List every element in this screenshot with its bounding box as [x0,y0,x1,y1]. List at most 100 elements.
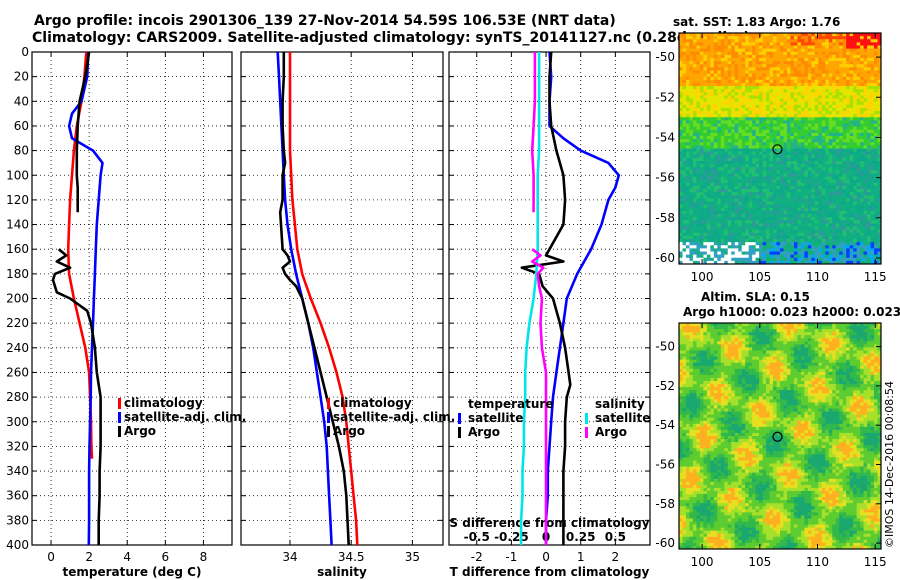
map-cell [762,220,767,224]
map-cell [818,136,823,140]
map-cell [710,48,715,53]
map-cell [734,104,739,109]
map-cell [807,157,812,162]
map-cell [863,61,868,65]
map-cell [825,201,830,206]
map-cell [853,242,858,246]
map-cell [755,160,760,165]
map-cell [696,39,701,43]
map-cell [800,48,805,53]
map-cell [713,132,718,137]
map-cell [745,136,750,140]
map-cell [804,107,809,112]
map-cell [724,192,729,196]
map-cell [766,33,770,37]
map-cell [863,126,868,131]
map-cell [797,248,802,252]
map-cell [825,235,830,240]
map-cell [860,76,864,81]
map-cell [741,39,746,43]
map-cell [717,114,722,118]
map-cell [807,160,812,165]
map-cell [856,245,861,249]
map-cell [783,51,788,56]
map-cell [800,70,805,74]
map-cell [699,57,704,62]
map-cell [699,92,704,96]
map-cell [867,98,871,103]
map-cell [821,48,826,53]
map-cell [710,254,715,259]
map-cell [748,151,753,156]
map-cell [807,70,812,74]
map-cell [682,36,687,40]
map-cell [734,142,739,146]
map-cell [783,195,788,199]
map-cell [814,201,819,206]
map-cell [842,142,847,146]
map-cell [769,207,774,212]
map-cell [811,204,816,209]
map-cell [738,64,743,68]
map-cell [734,210,739,215]
map-cell [776,251,781,256]
map-cell [793,33,798,37]
map-cell [773,189,777,193]
map-cell [745,182,750,187]
map-cell [776,36,781,40]
map-cell [828,185,833,190]
map-cell [835,139,840,143]
map-cell [734,51,739,56]
map-cell [807,201,812,206]
map-cell [811,107,816,112]
map-cell [738,70,743,74]
map-cell [762,232,767,237]
map-cell [724,36,729,40]
map-cell [807,136,812,140]
map-cell [679,217,683,221]
map-cell [804,76,809,81]
map-cell [720,223,725,227]
map-cell [874,185,878,190]
map-cell [692,57,697,62]
map-cell [738,107,743,112]
map-cell [790,120,795,124]
map-cell [727,98,732,103]
map-cell [713,201,718,206]
map-cell [811,173,816,177]
map-cell [867,204,871,209]
map-cell [814,335,819,339]
map-cell [874,223,878,227]
map-cell [797,204,802,209]
map-cell [717,148,722,153]
map-cell [804,204,809,209]
map-cell [832,33,837,37]
map-cell [818,214,823,218]
sla-map-title-1: Altim. SLA: 0.15 [701,290,810,304]
sst-map-panel: 100 105 110 115-50-52-54-56-58-60 [655,32,887,284]
map-cell [877,101,882,106]
map-cell [846,39,851,43]
map-cell [811,104,816,109]
map-cell [853,136,858,140]
map-cell [699,117,704,121]
map-cell [804,217,809,221]
map-cell [860,142,864,146]
map-cell [755,232,760,237]
map-cell [717,192,722,196]
map-cell [724,89,729,93]
map-cell [797,223,802,227]
map-cell [853,48,858,53]
map-cell [717,220,722,224]
map-cell [741,182,746,187]
map-cell [863,176,868,181]
map-cell [748,79,753,84]
map-cell [776,338,781,342]
map-cell [766,189,770,193]
map-cell [804,98,809,103]
map-cell [734,229,739,234]
map-cell [766,242,770,246]
map-cell [821,195,826,199]
map-cell [762,64,767,68]
map-cell [762,214,767,218]
